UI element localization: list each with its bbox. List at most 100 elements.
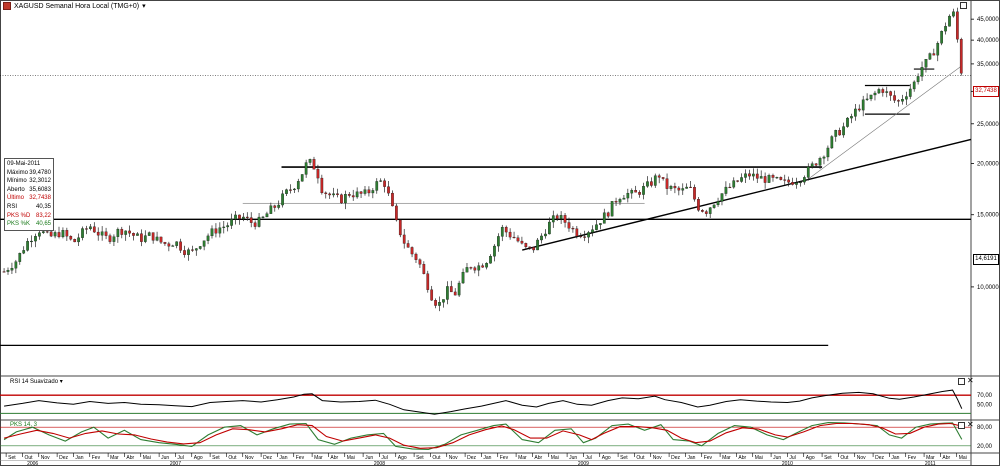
candle-body [697,199,700,211]
candle-body [300,174,304,182]
candle-body [955,11,959,40]
candle-body [296,181,300,190]
month-tick-label: Jan [483,455,491,461]
candle-body [532,247,536,251]
candle-body [885,91,889,93]
info-row-rsi: RSI 40,35 [7,203,51,210]
year-tick-label: 2008 [374,461,385,466]
candle-body [622,197,626,200]
price-tick-label: 40,0000 [977,38,999,44]
candle-body [332,193,335,196]
candle-body [226,225,230,228]
candle-body [520,240,524,244]
month-tick-label: Fev [908,455,917,461]
month-tick-label: Jan [687,455,695,461]
candle-body [508,231,512,238]
month-tick-label: Out [432,455,441,461]
pks-panel-label[interactable]: PKS 14, 3 [10,422,38,428]
price-tick-label: 25,0000 [977,122,999,128]
candle-body [920,67,924,77]
candle-body [618,199,622,203]
rsi-panel-label[interactable]: RSI 14 Suavizado ▾ [10,379,63,385]
candle-body [461,272,465,284]
candle-body [73,239,77,243]
pks-panel: 80,00 20,00 [0,422,993,451]
candle-body [85,228,88,230]
candle-body [230,219,233,226]
candle-body [124,230,128,235]
candle-body [249,217,253,223]
candle-body [857,108,861,111]
month-tick-label: Dez [875,455,884,461]
candle-body [65,230,69,237]
candle-body [704,211,708,214]
month-tick-label: Ago [602,455,611,461]
candle-body [504,226,508,233]
rsi-tick-label: 70,00 [977,393,993,399]
candle-body [587,232,590,238]
candle-body [634,190,638,193]
month-tick-label: Jun [569,455,577,461]
candle-body [591,229,594,233]
chevron-down-icon[interactable]: ▾ [142,3,146,10]
candle-body [163,242,167,244]
candle-body [952,11,955,17]
candle-body [500,226,504,237]
candle-body [183,250,186,255]
month-tick-label: Jan [75,455,83,461]
candle-body [222,226,226,228]
candle-body [944,26,947,32]
candle-body [720,193,724,202]
rsi-line [4,389,963,415]
candle-body [316,169,320,179]
month-tick-label: Jun [773,455,781,461]
candle-body [889,91,893,96]
candle-body [755,173,759,179]
candle-body [712,204,716,208]
candle-body [657,175,661,178]
close-pks-icon[interactable]: ✕ [967,420,974,429]
candle-body [293,188,296,191]
candle-body [877,89,881,94]
month-tick-label: Out [636,455,645,461]
candle-body [912,81,916,90]
candle-body [685,186,689,189]
month-tick-label: Fev [296,455,305,461]
candle-body [273,205,277,208]
month-tick-label: Ago [806,455,815,461]
month-tick-label: Out [840,455,849,461]
candle-body [928,53,932,60]
candle-body [214,228,218,234]
close-rsi-icon[interactable]: ✕ [967,376,974,385]
maximize-main-button[interactable] [960,2,967,9]
candle-body [22,250,26,254]
candle-body [791,182,794,185]
candle-body [179,241,182,251]
month-tick-label: Dez [263,455,272,461]
candle-body [379,180,383,182]
candle-body [198,246,202,249]
candle-body [430,289,434,301]
candle-body [936,43,940,56]
candle-body [391,192,394,207]
maximize-rsi-button[interactable] [958,378,965,385]
candle-body [869,94,873,100]
candle-body [6,270,10,272]
candle-body [449,286,453,293]
candle-body [602,212,606,224]
month-tick-label: Abr [330,455,338,461]
month-tick-label: Mai [755,455,763,461]
candle-body [728,186,732,189]
candle-body [638,192,641,195]
candle-body [575,228,579,237]
candle-body [10,268,14,271]
candle-body [410,247,414,255]
candle-body [563,215,567,223]
candle-body [336,193,339,195]
candle-body [799,181,802,184]
candle-body [57,232,61,238]
month-tick-label: Dez [467,455,476,461]
month-tick-label: Nov [245,455,254,461]
candle-body [281,193,284,206]
maximize-pks-button[interactable] [958,422,965,429]
